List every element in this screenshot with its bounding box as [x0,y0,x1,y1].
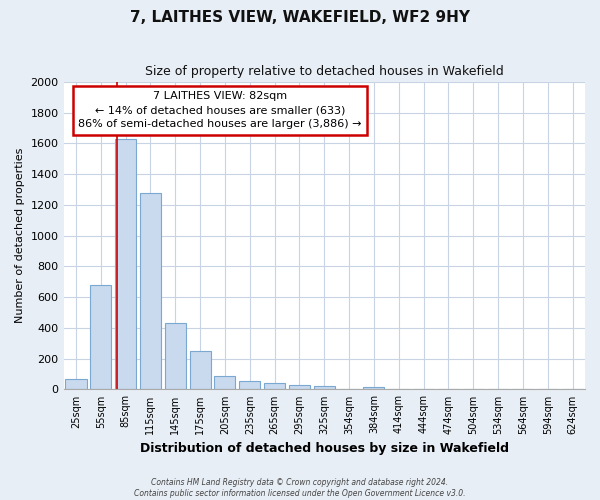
Text: Contains HM Land Registry data © Crown copyright and database right 2024.
Contai: Contains HM Land Registry data © Crown c… [134,478,466,498]
X-axis label: Distribution of detached houses by size in Wakefield: Distribution of detached houses by size … [140,442,509,455]
Bar [190,351,211,390]
Bar [165,322,186,390]
Bar [90,285,112,390]
Bar [314,386,335,390]
Title: Size of property relative to detached houses in Wakefield: Size of property relative to detached ho… [145,65,503,78]
Y-axis label: Number of detached properties: Number of detached properties [15,148,25,324]
Bar [289,385,310,390]
Bar [214,376,235,390]
Text: 7 LAITHES VIEW: 82sqm
← 14% of detached houses are smaller (633)
86% of semi-det: 7 LAITHES VIEW: 82sqm ← 14% of detached … [78,91,362,129]
Bar [115,139,136,390]
Bar [264,382,285,390]
Bar [364,387,385,390]
Bar [140,192,161,390]
Bar [65,380,86,390]
Text: 7, LAITHES VIEW, WAKEFIELD, WF2 9HY: 7, LAITHES VIEW, WAKEFIELD, WF2 9HY [130,10,470,25]
Bar [239,381,260,390]
